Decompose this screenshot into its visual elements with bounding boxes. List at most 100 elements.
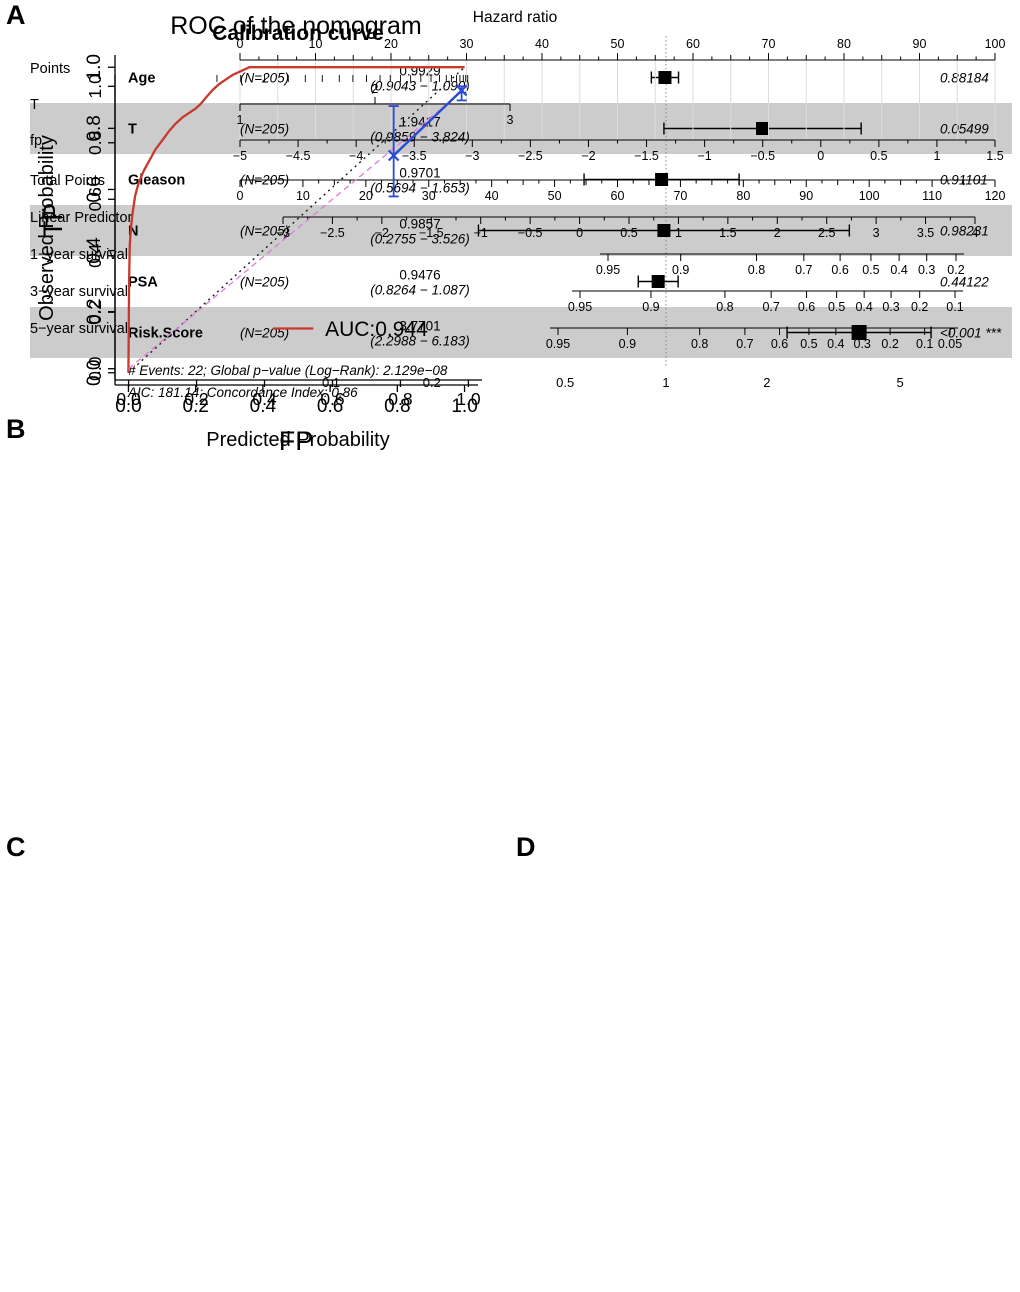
panel-c-label: C [6, 832, 26, 862]
svg-text:0.4: 0.4 [252, 389, 277, 409]
svg-text:0.3: 0.3 [882, 300, 899, 314]
svg-text:1.5: 1.5 [986, 149, 1003, 163]
forest-title: Hazard ratio [473, 9, 557, 26]
svg-text:−0.5: −0.5 [518, 226, 543, 240]
svg-text:T: T [30, 97, 39, 113]
svg-text:0.3: 0.3 [918, 263, 935, 277]
calibration-line [392, 89, 463, 157]
svg-text:0.4: 0.4 [84, 237, 105, 264]
svg-text:1.5: 1.5 [719, 226, 736, 240]
panel-a-label: A [6, 0, 26, 30]
svg-text:0.2: 0.2 [85, 300, 105, 324]
svg-text:3: 3 [873, 226, 880, 240]
svg-text:T: T [128, 122, 137, 138]
estimate-marker [658, 71, 672, 84]
svg-text:0.5: 0.5 [862, 263, 879, 277]
nomogram-gridlines [239, 60, 996, 140]
svg-text:90: 90 [799, 189, 813, 203]
calibration-plot: Calibration curve Observed Probability P… [36, 22, 482, 451]
svg-text:0.5: 0.5 [556, 375, 574, 390]
forest-content: Age (N=205) 0.9929(0.9043 − 1.090)0.88184T… [30, 36, 1012, 400]
svg-text:1: 1 [675, 226, 682, 240]
svg-text:100: 100 [985, 37, 1006, 51]
svg-text:(N=205): (N=205) [240, 275, 289, 290]
svg-text:# Events: 22; Global p−value (: # Events: 22; Global p−value (Log−Rank):… [128, 363, 448, 378]
svg-text:0.5: 0.5 [800, 337, 817, 351]
svg-text:−1: −1 [697, 149, 711, 163]
svg-text:0.6: 0.6 [85, 187, 105, 211]
svg-text:0.2: 0.2 [423, 375, 441, 390]
svg-text:0.8: 0.8 [85, 131, 105, 155]
svg-text:0.6: 0.6 [831, 263, 848, 277]
svg-text:−3.5: −3.5 [402, 149, 427, 163]
svg-text:0.0: 0.0 [85, 356, 105, 381]
svg-text:0.8: 0.8 [384, 396, 410, 417]
svg-text:0: 0 [237, 189, 244, 203]
svg-text:0.2: 0.2 [184, 389, 208, 409]
svg-text:20: 20 [384, 37, 398, 51]
svg-text:10: 10 [296, 189, 310, 203]
svg-text:50: 50 [611, 37, 625, 51]
calibration-x-axis-label: Predicted Probability [206, 429, 389, 451]
roc-legend: AUC:0.944 [272, 318, 428, 341]
estimate-marker [756, 122, 770, 135]
svg-text:0.9857: 0.9857 [399, 217, 440, 232]
forest-row-PSA: PSA (N=205) 0.9476(0.8264 − 1.087) 0.44122 [128, 268, 989, 298]
svg-text:0.4: 0.4 [855, 300, 872, 314]
svg-text:30: 30 [460, 37, 474, 51]
svg-text:2: 2 [763, 375, 770, 390]
svg-text:2: 2 [372, 82, 379, 96]
svg-text:1.0: 1.0 [451, 396, 477, 417]
svg-text:(N=205): (N=205) [240, 122, 289, 137]
svg-text:5−year survival: 5−year survival [30, 321, 128, 337]
calibration-point [455, 84, 468, 102]
svg-text:0.95: 0.95 [568, 300, 592, 314]
svg-text:PSA: PSA [128, 275, 158, 291]
panel-d-label: D [516, 832, 536, 862]
svg-text:1.0: 1.0 [85, 74, 105, 99]
svg-text:0.2: 0.2 [947, 263, 964, 277]
svg-text:−1: −1 [474, 226, 488, 240]
svg-text:30: 30 [422, 189, 436, 203]
svg-text:0.6: 0.6 [798, 300, 815, 314]
svg-text:0: 0 [817, 149, 824, 163]
svg-text:1: 1 [933, 149, 940, 163]
svg-text:−2: −2 [375, 226, 389, 240]
svg-text:−1.5: −1.5 [419, 226, 444, 240]
svg-text:(N=205): (N=205) [240, 224, 289, 239]
svg-text:(2.2988 − 6.183): (2.2988 − 6.183) [370, 334, 469, 349]
svg-text:0.05499: 0.05499 [940, 122, 989, 137]
forest-row-N: N (N=205) 0.9857(0.2755 − 3.526) 0.98231 [128, 217, 989, 247]
estimate-marker [657, 224, 671, 237]
svg-text:0.7: 0.7 [736, 337, 753, 351]
svg-text:80: 80 [837, 37, 851, 51]
svg-text:0.6: 0.6 [84, 176, 105, 202]
svg-text:0.4: 0.4 [827, 337, 844, 351]
svg-text:0.0: 0.0 [116, 389, 141, 409]
svg-text:0.1: 0.1 [916, 337, 933, 351]
svg-text:Points: Points [30, 61, 70, 77]
svg-text:0.6: 0.6 [771, 337, 788, 351]
svg-text:0.6: 0.6 [320, 389, 344, 409]
roc-y-axis-label: TP [38, 203, 68, 238]
calibration-y-axis-label: Observed Probability [36, 135, 58, 321]
svg-text:2.5: 2.5 [818, 226, 835, 240]
svg-text:−3: −3 [465, 149, 479, 163]
svg-text:0.05: 0.05 [938, 337, 962, 351]
svg-text:40: 40 [485, 189, 499, 203]
svg-text:0.9: 0.9 [672, 263, 689, 277]
estimate-marker [651, 275, 665, 288]
forest-x-axis: 0.1 0.2 0.5 1 2 5 [322, 375, 904, 390]
nomogram-row-linear-predictor: Linear Predictor −3 −2.5 −2 −1.5 −1 −0.5 0 0.5 1 1… [30, 210, 979, 240]
svg-text:0: 0 [237, 37, 244, 51]
svg-text:0.1: 0.1 [946, 300, 963, 314]
panel-b-label: B [6, 414, 26, 444]
svg-text:4: 4 [972, 226, 979, 240]
svg-text:0.9701: 0.9701 [399, 166, 440, 181]
calibration-point [387, 105, 400, 198]
svg-text:0.9476: 0.9476 [399, 268, 440, 283]
svg-text:0.95: 0.95 [596, 263, 620, 277]
calibration-axes: 0.00.00.20.20.40.40.60.60.80.81.01.0 [85, 74, 482, 409]
svg-text:100: 100 [859, 189, 880, 203]
svg-text:60: 60 [686, 37, 700, 51]
